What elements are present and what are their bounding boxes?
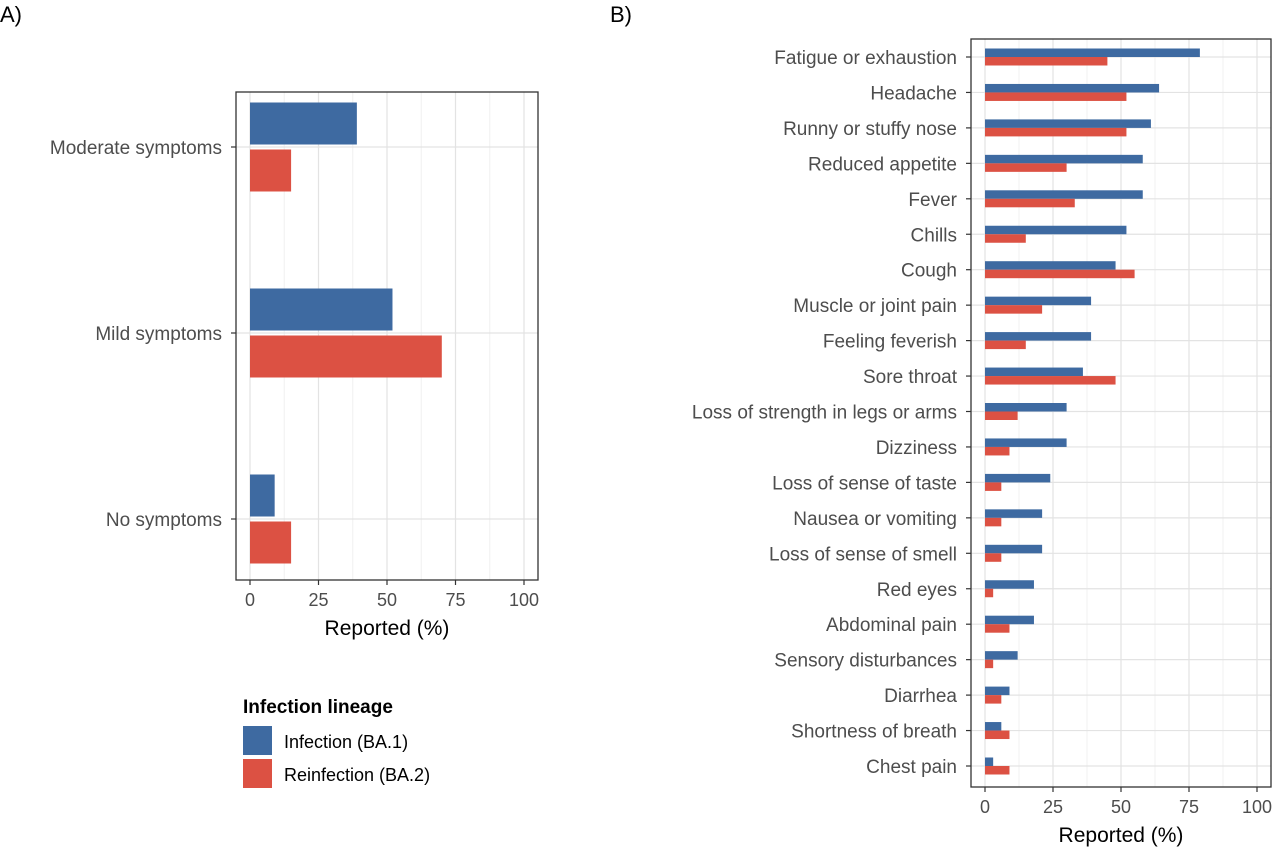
- bar-reinfection: [250, 149, 292, 192]
- bar-reinfection: [985, 92, 1127, 101]
- bar-reinfection: [985, 446, 1010, 456]
- bar-infection: [250, 102, 357, 145]
- category-label: Sensory disturbances: [774, 651, 957, 672]
- x-tick-label: 100: [509, 590, 539, 610]
- category-label: Fatigue or exhaustion: [774, 48, 957, 69]
- bar-infection: [985, 473, 1051, 483]
- bar-reinfection: [985, 376, 1116, 385]
- x-tick-label: 50: [1111, 797, 1131, 817]
- bar-infection: [985, 580, 1034, 589]
- category-label: Abdominal pain: [826, 615, 957, 636]
- category-label: Runny or stuffy nose: [783, 119, 957, 140]
- bar-infection: [985, 544, 1043, 554]
- category-label: Moderate symptoms: [50, 138, 222, 159]
- x-tick-label: 25: [308, 590, 328, 610]
- category-label: Chest pain: [866, 757, 957, 778]
- bar-infection: [985, 83, 1160, 93]
- bar-reinfection: [985, 198, 1075, 208]
- category-label: Sore throat: [863, 367, 958, 388]
- x-tick-label: 100: [1242, 797, 1272, 817]
- legend-label-infection: Infection (BA.1): [284, 732, 408, 752]
- x-tick-label: 0: [245, 590, 255, 610]
- bar-reinfection: [250, 521, 292, 564]
- bar-infection: [985, 190, 1143, 199]
- bar-infection: [985, 757, 994, 766]
- category-label: Dizziness: [876, 438, 957, 459]
- bar-reinfection: [985, 695, 1002, 704]
- category-label: Red eyes: [877, 580, 957, 601]
- bar-infection: [985, 615, 1034, 625]
- x-axis-title: Reported (%): [1059, 824, 1184, 847]
- bar-reinfection: [985, 624, 1010, 633]
- panel-b-chart: Fatigue or exhaustion Headache Runny or st…: [692, 38, 1272, 847]
- legend-title: Infection lineage: [243, 697, 393, 718]
- category-label: Chills: [911, 225, 957, 246]
- bar-infection: [985, 686, 1010, 696]
- bar-reinfection: [250, 335, 442, 378]
- category-label: Muscle or joint pain: [793, 296, 957, 317]
- panel-b-label: B): [610, 2, 632, 27]
- legend: Infection lineage Infection (BA.1) Reinf…: [243, 697, 430, 788]
- category-label: Cough: [901, 261, 957, 282]
- bar-reinfection: [985, 269, 1135, 279]
- bar-infection: [985, 154, 1143, 164]
- category-label: Reduced appetite: [808, 154, 957, 175]
- bar-infection: [985, 225, 1127, 235]
- bar-infection: [985, 403, 1067, 412]
- bar-infection: [985, 651, 1018, 660]
- bar-infection: [985, 332, 1092, 341]
- x-tick-label: 0: [980, 797, 990, 817]
- bar-infection: [985, 296, 1092, 306]
- bar-infection: [985, 509, 1043, 518]
- bar-reinfection: [985, 553, 1002, 562]
- bar-reinfection: [985, 411, 1018, 420]
- bar-infection: [985, 367, 1083, 377]
- category-label: Headache: [870, 83, 957, 104]
- bar-reinfection: [985, 305, 1043, 314]
- category-label: Loss of sense of smell: [769, 544, 957, 565]
- bar-reinfection: [985, 517, 1002, 527]
- bar-reinfection: [985, 127, 1127, 137]
- category-label: Nausea or vomiting: [793, 509, 957, 530]
- bar-reinfection: [985, 340, 1026, 350]
- x-axis-title: Reported (%): [325, 617, 450, 640]
- x-tick-label: 25: [1043, 797, 1063, 817]
- legend-label-reinfection: Reinfection (BA.2): [284, 765, 430, 785]
- bar-reinfection: [985, 730, 1010, 740]
- legend-swatch-reinfection: [243, 759, 272, 788]
- bar-infection: [985, 261, 1116, 270]
- bar-infection: [985, 119, 1151, 128]
- bar-reinfection: [985, 482, 1002, 491]
- category-label: Mild symptoms: [95, 324, 222, 345]
- x-tick-label: 75: [445, 590, 465, 610]
- bar-reinfection: [985, 163, 1067, 172]
- panel-a-label: A): [0, 2, 22, 27]
- x-tick-label: 50: [377, 590, 397, 610]
- bar-infection: [250, 474, 275, 517]
- category-label: Diarrhea: [884, 686, 957, 707]
- category-label: No symptoms: [106, 510, 222, 531]
- x-tick-label: 75: [1179, 797, 1199, 817]
- category-label: Feeling feverish: [823, 332, 957, 353]
- category-label: Fever: [908, 190, 957, 211]
- bar-infection: [250, 288, 393, 331]
- bar-reinfection: [985, 659, 994, 669]
- panel-a-chart: Moderate symptoms Mild symptoms No symptom…: [50, 91, 539, 640]
- category-label: Shortness of breath: [791, 722, 957, 743]
- legend-swatch-infection: [243, 726, 272, 755]
- bar-reinfection: [985, 588, 994, 598]
- bar-reinfection: [985, 766, 1010, 775]
- bar-infection: [985, 438, 1067, 447]
- bar-infection: [985, 48, 1200, 57]
- category-label: Loss of strength in legs or arms: [692, 403, 957, 424]
- bar-reinfection: [985, 234, 1026, 243]
- bar-infection: [985, 722, 1002, 731]
- category-label: Loss of sense of taste: [772, 473, 957, 494]
- bar-reinfection: [985, 57, 1108, 66]
